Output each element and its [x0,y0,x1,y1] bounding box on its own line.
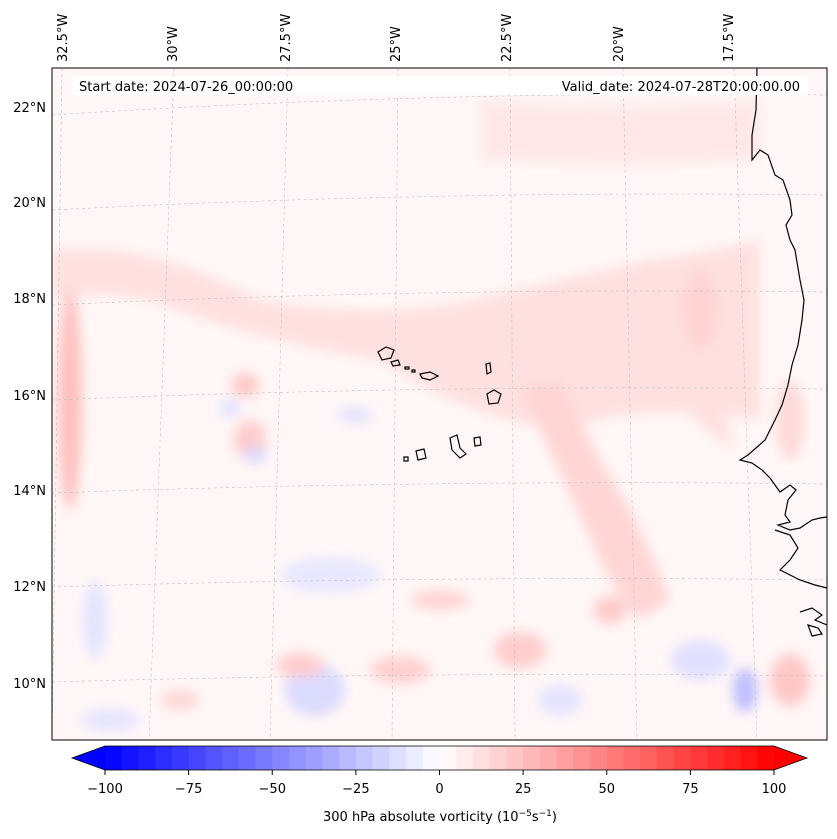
african-coastline [738,68,827,531]
latitude-label: 16°N [13,389,46,404]
map-panel: Start date: 2024-07-26_00:00:00 Valid_da… [51,67,828,741]
colorbar-cell [205,746,223,770]
colorbar-cell [305,746,324,770]
colorbar-ticks: −100 −75 −50 −25 0 25 50 75 100 [87,770,786,797]
colorbar-cell [355,746,374,770]
colorbar-cell [439,746,457,770]
colorbar-cell [539,746,558,770]
cape-verde-islands [377,346,502,462]
graticule [52,68,827,740]
colorbar-cell [372,746,390,770]
colorbar-cell [121,746,140,770]
colorbar-cell [322,746,340,770]
island-boa-vista [486,389,502,405]
latitude-label: 12°N [13,580,46,595]
colorbar-tick-label: −75 [175,782,202,797]
colorbar-cell [740,746,758,770]
longitude-label: 20°W [612,26,627,62]
latitude-label: 20°N [13,196,46,211]
colorbar-cell [590,746,608,770]
colorbar-cell [723,746,742,770]
start-date-label: Start date: 2024-07-26_00:00:00 [79,80,293,95]
island-santo-antao [377,346,395,361]
island-santiago [449,434,467,459]
colorbar-cell [238,746,257,770]
longitude-labels: 32.5°W 30°W 27.5°W 25°W 22.5°W 20°W 17.5°W [56,14,737,62]
colorbar-tick-label: 100 [762,782,787,797]
colorbar-low-extension [72,746,105,770]
island-sao-nicolau [419,371,440,381]
colorbar-cell [640,746,658,770]
colorbar-cell [272,746,290,770]
colorbar-high-extension [774,746,807,770]
map-frame [51,67,828,741]
latitude-label: 10°N [13,677,46,692]
colorbar-cell [757,746,775,770]
colorbar-cell [472,746,491,770]
latitude-label: 22°N [13,101,46,116]
colorbar-cell [523,746,541,770]
colorbar-cell [389,746,407,770]
island-brava [403,456,409,462]
island-maio [473,436,482,447]
island-sao-vicente [390,359,401,367]
colorbar-tick-label: −50 [259,782,286,797]
colorbar-cell [573,746,591,770]
colorbar-label: 300 hPa absolute vorticity (10−5s−1) [323,809,557,825]
colorbar-cell [222,746,240,770]
colorbar-cell [171,746,190,770]
longitude-label: 32.5°W [56,14,71,62]
island-sal [485,362,492,375]
colorbar-tick-label: 75 [682,782,699,797]
longitude-label: 22.5°W [500,14,515,62]
valid-date-label: Valid_date: 2024-07-28T20:00:00.00 [562,80,800,95]
colorbar-tick-label: 25 [515,782,532,797]
colorbar-cell [105,746,123,770]
colorbar-cell [422,746,441,770]
colorbar-tick-label: −100 [87,782,123,797]
colorbar-cell [489,746,508,770]
colorbar-tick-label: −25 [342,782,369,797]
colorbar-cell [506,746,524,770]
colorbar-cell [188,746,206,770]
colorbar: −100 −75 −50 −25 0 25 50 75 100 300 hPa absolute… [70,745,809,825]
colorbar-cell [690,746,708,770]
colorbar-cell [707,746,725,770]
coastlines [738,68,827,637]
colorbar-cell [339,746,357,770]
latitude-label: 18°N [13,292,46,307]
colorbar-cell [288,746,307,770]
island-fogo [415,448,427,461]
colorbar-cell [623,746,641,770]
colorbar-cell [255,746,273,770]
colorbar-cell [456,746,474,770]
colorbar-cell [138,746,156,770]
longitude-label: 25°W [389,26,404,62]
colorbar-cell [406,746,424,770]
colorbar-cell [673,746,691,770]
colorbar-cell [656,746,675,770]
colorbar-cell [556,746,574,770]
longitude-label: 17.5°W [722,14,737,62]
colorbar-cell [155,746,173,770]
date-info-bar [72,76,808,95]
longitude-label: 30°W [166,26,181,62]
latitude-labels: 22°N 20°N 18°N 16°N 14°N 12°N 10°N [13,101,46,692]
colorbar-cell [606,746,625,770]
latitude-label: 14°N [13,484,46,499]
colorbar-tick-label: 50 [598,782,615,797]
longitude-label: 27.5°W [279,14,294,62]
colorbar-tick-label: 0 [435,782,443,797]
vorticity-field [52,100,810,732]
colorbar-cells [105,746,775,770]
